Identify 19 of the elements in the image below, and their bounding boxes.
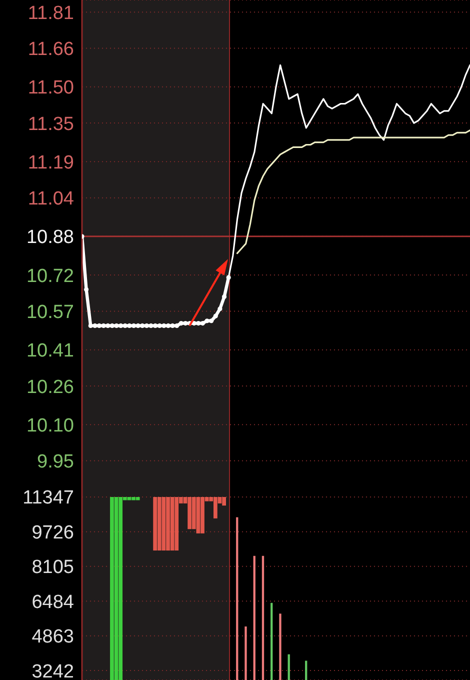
y-tick-label: 6484 [32,592,74,613]
y-tick-label: 11.81 [28,2,74,24]
y-tick-label: 10.72 [26,266,74,287]
y-tick-label: 9726 [32,522,74,544]
y-tick-label: 10.41 [26,340,74,362]
y-tick-label: 4863 [32,626,74,648]
y-tick-label: 10.10 [26,415,74,436]
y-tick-label: 10.26 [26,376,74,398]
y-tick-label: 10.88 [26,227,74,248]
y-tick-label: 11.35 [28,114,74,135]
y-tick-label: 11.04 [28,188,74,210]
y-tick-label: 9.95 [37,452,74,473]
y-tick-label: 3242 [32,661,74,680]
y-tick-label: 8105 [32,557,74,578]
y-tick-label: 10.57 [26,302,74,323]
y-tick-label: 11347 [22,488,74,509]
y-tick-label: 11.50 [28,78,74,99]
y-tick-label: 11.19 [28,152,74,174]
y-tick-label: 11.66 [28,38,74,60]
